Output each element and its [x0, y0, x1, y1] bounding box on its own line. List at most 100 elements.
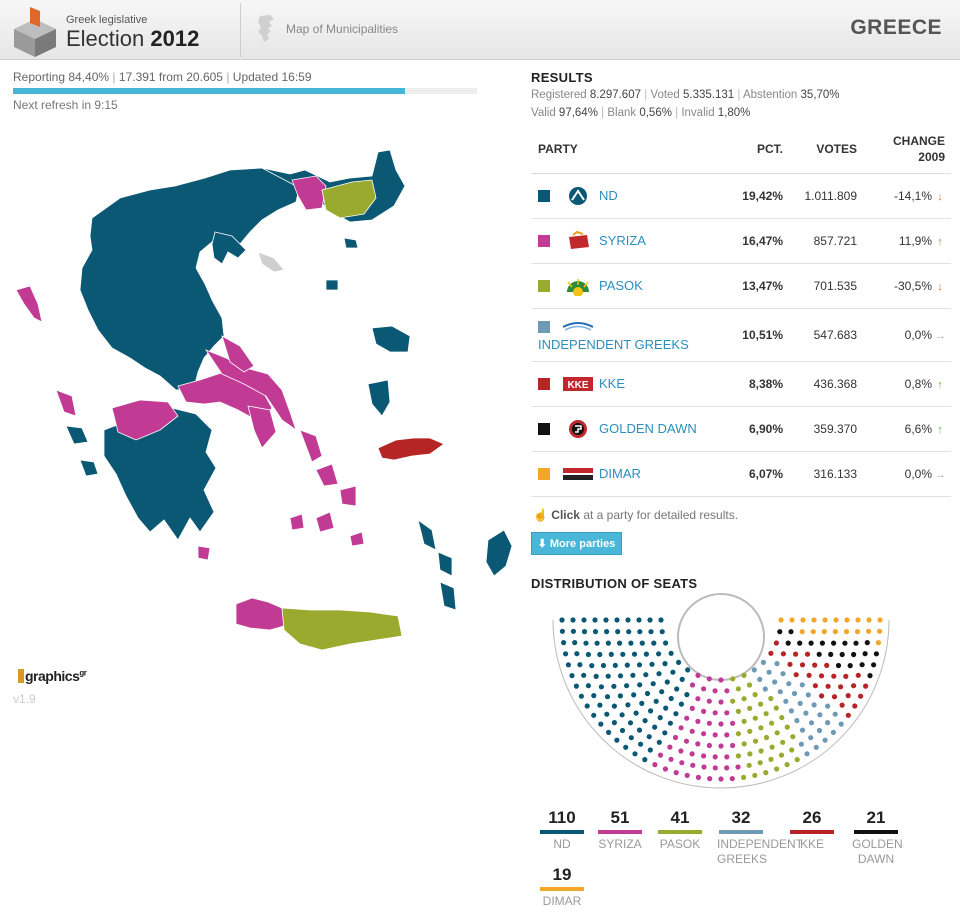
seat-dot — [777, 629, 783, 635]
party-name[interactable]: DIMAR — [599, 466, 641, 481]
seat-dot — [585, 651, 591, 658]
party-row-dimar[interactable]: DIMAR 6,07% 316.133 0,0% → — [531, 451, 951, 497]
brand-name: graphics — [25, 668, 80, 684]
seat-dot — [831, 673, 837, 679]
seat-dot — [735, 686, 741, 692]
seats-party-label: KKE — [799, 837, 824, 851]
seat-dot — [843, 629, 850, 635]
seat-dot — [625, 617, 631, 623]
map-region-cyclades-5 — [349, 531, 365, 547]
seat-dot — [668, 756, 674, 762]
party-votes: 1.011.809 — [783, 173, 863, 219]
seats-color-bar — [540, 830, 584, 834]
party-row-independent-greeks[interactable]: INDEPENDENT GREEKS 10,51% 547.683 0,0% → — [531, 308, 951, 362]
party-name[interactable]: KKE — [599, 376, 626, 391]
seat-dot — [812, 662, 818, 668]
seat-dot — [763, 711, 769, 717]
abstention-label: Abstention — [742, 89, 798, 101]
party-name[interactable]: SYRIZA — [599, 233, 646, 248]
header-subtitle: Greek legislative — [66, 14, 148, 26]
seat-dot — [804, 651, 811, 657]
seat-dot — [639, 640, 645, 646]
seat-dot — [605, 673, 611, 679]
seat-dot — [785, 640, 791, 646]
party-name[interactable]: INDEPENDENT GREEKS — [538, 337, 689, 352]
seats-count: 41 — [670, 808, 690, 827]
seat-dot — [730, 742, 736, 749]
seat-dot — [797, 640, 803, 646]
map-region-dodecanese-2 — [437, 551, 453, 577]
seats-color-bar — [854, 830, 898, 834]
party-row-golden-dawn[interactable]: GOLDEN DAWN 6,90% 359.370 6,6% ↑ — [531, 406, 951, 452]
map-region-kefalonia — [65, 425, 89, 445]
validity-stats: Valid 97,64% | Blank 0,56% | Invalid 1,8… — [531, 107, 751, 119]
seat-dot — [652, 724, 658, 730]
seat-dot — [631, 651, 638, 657]
seat-dot — [597, 702, 603, 708]
seat-dot — [831, 640, 837, 646]
next-refresh: Next refresh in 9:15 — [13, 98, 118, 112]
seat-dot — [793, 651, 799, 657]
seat-dot — [747, 705, 753, 711]
seat-dot — [626, 629, 632, 635]
map-region-cyclades-4 — [289, 513, 305, 531]
seat-dot — [751, 667, 757, 673]
seat-dot — [735, 708, 741, 714]
seats-legend-item: 19 DIMAR — [538, 865, 586, 909]
seat-dot — [812, 683, 818, 689]
seat-dot — [729, 776, 735, 782]
map-region-zakynthos — [79, 459, 99, 477]
results-title: RESULTS — [531, 70, 593, 85]
party-change: 11,9% ↑ — [863, 218, 951, 264]
seat-dot — [652, 762, 658, 768]
seat-dot — [757, 676, 763, 682]
reporting-counted: 17.391 from 20.605 — [118, 70, 223, 84]
seat-dot — [684, 715, 690, 721]
reporting-updated: Updated 16:59 — [232, 70, 312, 84]
seat-dot — [778, 752, 785, 758]
seat-dot — [684, 772, 690, 778]
seat-dot — [659, 629, 665, 635]
seat-dot — [656, 671, 662, 677]
party-row-pasok[interactable]: PASOK 13,47% 701.535 -30,5% ↓ — [531, 263, 951, 309]
party-change: -30,5% ↓ — [863, 263, 951, 309]
seat-dot — [773, 640, 779, 646]
seat-dot — [672, 734, 679, 741]
seat-dot — [813, 744, 819, 750]
seat-dot — [832, 711, 838, 717]
seat-dot — [712, 710, 718, 716]
seat-dot — [623, 744, 629, 750]
graphics-gr-logo[interactable]: graphicsgr — [18, 668, 87, 684]
party-votes: 316.133 — [783, 451, 863, 497]
more-parties-button[interactable]: ⬇ More parties — [531, 532, 622, 555]
trend-arrow-icon: ↓ — [937, 190, 943, 203]
seat-dot — [631, 692, 637, 698]
seat-dot — [589, 663, 595, 669]
seat-dot — [573, 683, 579, 689]
party-change: -14,1% ↓ — [863, 173, 951, 219]
seat-dot — [877, 628, 883, 634]
seat-dot — [746, 682, 753, 688]
seat-dot — [617, 693, 623, 699]
greece-map-icon — [258, 15, 274, 42]
party-row-syriza[interactable]: SYRIZA 16,47% 857.721 11,9% ↑ — [531, 218, 951, 264]
greece-results-map[interactable] — [0, 140, 520, 670]
party-row-nd[interactable]: ND 19,42% 1.011.809 -14,1% ↓ — [531, 173, 951, 219]
seat-dot — [724, 732, 730, 738]
seat-dot — [747, 728, 753, 734]
seats-legend-item: 26 KKE — [788, 808, 836, 852]
map-region-chalkidiki — [211, 231, 247, 265]
party-row-kke[interactable]: ΚΚΕ KKE 8,38% 436.368 0,8% ↑ — [531, 361, 951, 407]
seat-dot — [633, 710, 639, 716]
map-region-kythira — [197, 545, 211, 561]
seat-dot — [863, 683, 869, 689]
seat-dot — [701, 708, 707, 714]
party-name[interactable]: ND — [599, 188, 618, 203]
seat-dot — [778, 617, 784, 623]
party-swatch — [538, 377, 550, 390]
seat-dot — [784, 724, 790, 730]
party-name[interactable]: PASOK — [599, 278, 643, 293]
seats-party-label: GOLDEN DAWN — [852, 837, 903, 866]
map-of-municipalities-link[interactable]: Map of Municipalities — [256, 14, 398, 44]
party-name[interactable]: GOLDEN DAWN — [599, 421, 697, 436]
